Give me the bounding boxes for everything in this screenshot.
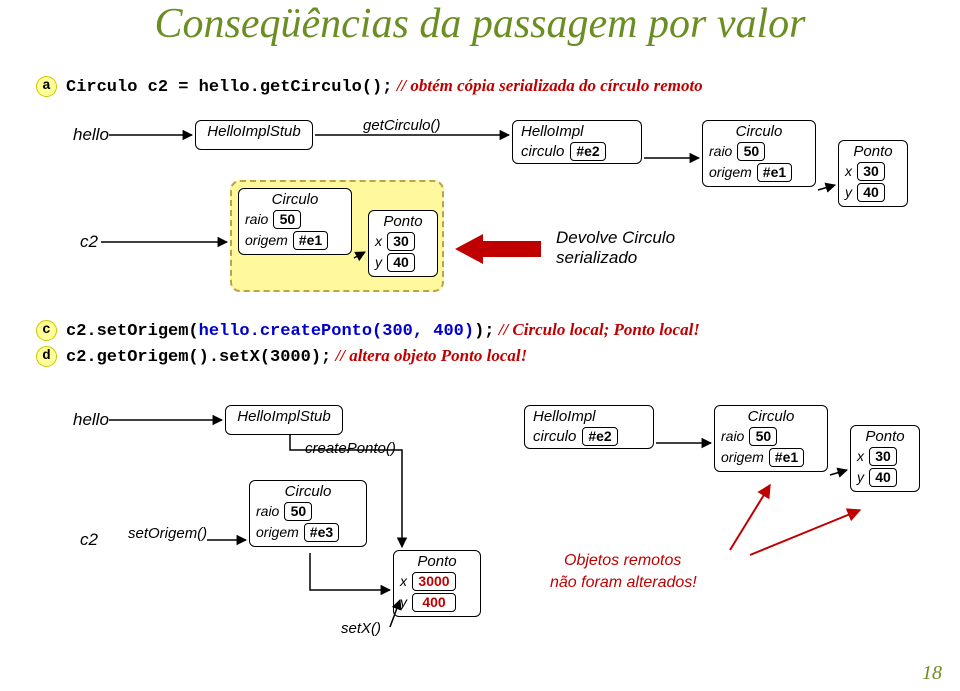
circulo-remote-lower: Circulo raio 50 origem #e1 [714,405,828,472]
y-ll-label: y [400,594,407,610]
code-d-text: c2.getOrigem().setX(3000); [66,348,331,367]
code-c-post: ); [474,322,494,341]
origem-val-r: #e1 [757,163,792,182]
raio-label: raio [245,211,268,227]
origem-ll-label: origem [256,524,299,540]
x-rl-val: 30 [869,447,897,466]
helloimpl-title: HelloImpl [521,123,633,140]
step-badge-d: d [36,346,57,367]
x-rl-label: x [857,448,864,464]
var-hello-upper: hello [73,125,109,145]
x-val: 30 [387,232,415,251]
x-ll-label: x [400,573,407,589]
origem-rl-label: origem [721,449,764,465]
setx-call-label: setX() [341,620,381,637]
code-d-comment: // altera objeto Ponto local! [331,346,527,365]
getcirculo-call-label: getCirculo() [363,117,441,134]
circulo-remote-upper: Circulo raio 50 origem #e1 [702,120,816,187]
origem-label: origem [245,232,288,248]
ponto-title: Ponto [375,213,431,230]
code-line-c: c2.setOrigem(hello.createPonto(300, 400)… [66,320,700,341]
y-rl-label: y [857,469,864,485]
var-hello-lower: hello [73,410,109,430]
hello-impl-lower: HelloImpl circulo #e2 [524,405,654,449]
slide-title: Conseqüências da passagem por valor [0,0,960,48]
circulo-lower-field-label: circulo [533,428,576,445]
origem-rl-val: #e1 [769,448,804,467]
code-c-arg: hello.createPonto(300, 400) [199,322,474,341]
code-a-text: Circulo c2 = hello.getCirculo(); [66,78,392,97]
ponto-remote-lower: Ponto x 30 y 40 [850,425,920,492]
raio-label-r: raio [709,143,732,159]
raio-rl-label: raio [721,428,744,444]
step-badge-a: a [36,76,57,97]
code-line-a: Circulo c2 = hello.getCirculo(); // obté… [66,76,703,97]
x-label: x [375,233,382,249]
createponto-call-label: createPonto() [305,440,396,457]
var-c2-upper: c2 [80,232,98,252]
origem-ll-val: #e3 [304,523,339,542]
x-label-r: x [845,163,852,179]
circulo-local-upper: Circulo raio 50 origem #e1 [238,188,352,255]
raio-rl-val: 50 [749,427,777,446]
page-number: 18 [922,662,942,685]
hello-impl-stub-lower: HelloImplStub [225,405,343,435]
code-c-comment: // Circulo local; Ponto local! [494,320,699,339]
raio-val: 50 [273,210,301,229]
raio-val-r: 50 [737,142,765,161]
origem-val: #e1 [293,231,328,250]
circulo-ll-title: Circulo [256,483,360,500]
circulo-title: Circulo [245,191,345,208]
setorigem-call-label: setOrigem() [128,525,207,542]
circulo-field-val: #e2 [570,142,605,161]
y-rl-val: 40 [869,468,897,487]
circulo-remote-title: Circulo [709,123,809,140]
code-line-d: c2.getOrigem().setX(3000); // altera obj… [66,346,527,367]
y-label-r: y [845,184,852,200]
origem-label-r: origem [709,164,752,180]
raio-ll-label: raio [256,503,279,519]
ponto-remote-title: Ponto [845,143,901,160]
ponto-local-upper: Ponto x 30 y 40 [368,210,438,277]
y-label: y [375,254,382,270]
ponto-rl-title: Ponto [857,428,913,445]
remote-unchanged-note-2: não foram alterados! [550,574,697,592]
step-badge-c: c [36,320,57,341]
y-val-r: 40 [857,183,885,202]
ponto-ll-title: Ponto [400,553,474,570]
code-a-comment: // obtém cópia serializada do círculo re… [392,76,702,95]
ponto-local-lower: Ponto x 3000 y 400 [393,550,481,617]
x-val-r: 30 [857,162,885,181]
x-ll-val: 3000 [412,572,456,591]
raio-ll-val: 50 [284,502,312,521]
hello-impl-stub-upper: HelloImplStub [195,120,313,150]
ponto-remote-upper: Ponto x 30 y 40 [838,140,908,207]
red-arrow-icon [455,234,541,264]
circulo-rl-title: Circulo [721,408,821,425]
circulo-lower-field-val: #e2 [582,427,617,446]
devolve-note: Devolve Circulo serializado [556,228,716,267]
remote-unchanged-note-1: Objetos remotos [564,552,681,570]
code-c-pre: c2.setOrigem( [66,322,199,341]
helloimpl-lower-title: HelloImpl [533,408,645,425]
circulo-local-lower: Circulo raio 50 origem #e3 [249,480,367,547]
y-val: 40 [387,253,415,272]
var-c2-lower: c2 [80,530,98,550]
circulo-field-label: circulo [521,143,564,160]
y-ll-val: 400 [412,593,456,612]
hello-impl-upper: HelloImpl circulo #e2 [512,120,642,164]
